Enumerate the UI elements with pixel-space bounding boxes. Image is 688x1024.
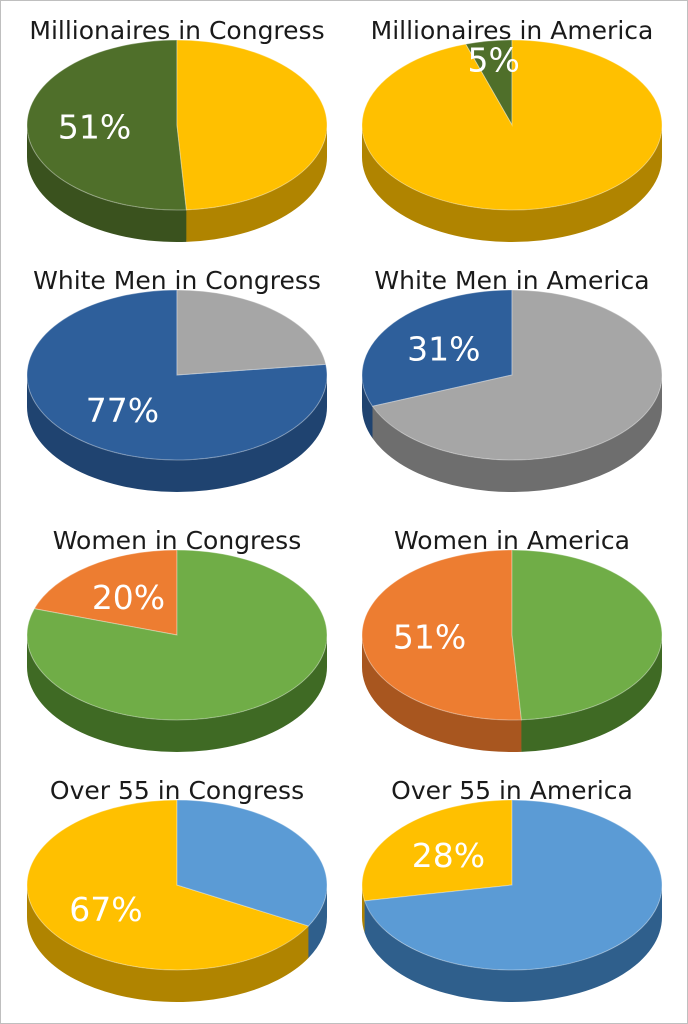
pie-side-2: [521, 635, 662, 752]
pie-side-1: [362, 375, 373, 439]
pie-slice-2: [176, 799, 328, 927]
pie-slice-2: [371, 289, 663, 461]
pie-slice-2: [176, 289, 327, 376]
pie-slice-1: [26, 39, 187, 211]
pie-slice-2: [361, 39, 663, 211]
pie-slice-2: [511, 549, 663, 721]
slice-label: 51%: [393, 617, 466, 656]
pie-slice-1: [26, 799, 310, 971]
slice-label: 77%: [86, 391, 159, 430]
pie-side-1: [362, 635, 522, 753]
slice-label: 67%: [69, 890, 142, 929]
pie-side-1: [27, 375, 327, 492]
pie-side-2: [372, 375, 662, 492]
pie-side-1: [27, 885, 309, 1002]
pie-slice-1: [33, 549, 178, 636]
pie-slice-1: [464, 39, 513, 127]
pie-side-2: [308, 885, 327, 958]
pie-side-1: [362, 885, 365, 933]
pie-slice-2: [363, 799, 663, 971]
slice-label: 28%: [412, 836, 485, 875]
pie-slice-2: [26, 549, 328, 721]
pie-side-2: [27, 635, 327, 752]
slice-label: 31%: [407, 330, 480, 369]
slice-label: 20%: [92, 578, 165, 617]
pie-side-2: [364, 885, 662, 1002]
slice-label: 51%: [58, 107, 131, 146]
pie-side-2: [362, 125, 662, 242]
pie-slice-1: [361, 799, 513, 902]
pie-slice-1: [361, 549, 522, 721]
pie-side-2: [186, 125, 327, 242]
pie-slice-2: [176, 39, 328, 211]
pie-slice-1: [361, 289, 513, 407]
pie-side-1: [27, 125, 187, 242]
pie-slice-1: [26, 289, 328, 461]
slice-label: 5%: [468, 41, 520, 80]
